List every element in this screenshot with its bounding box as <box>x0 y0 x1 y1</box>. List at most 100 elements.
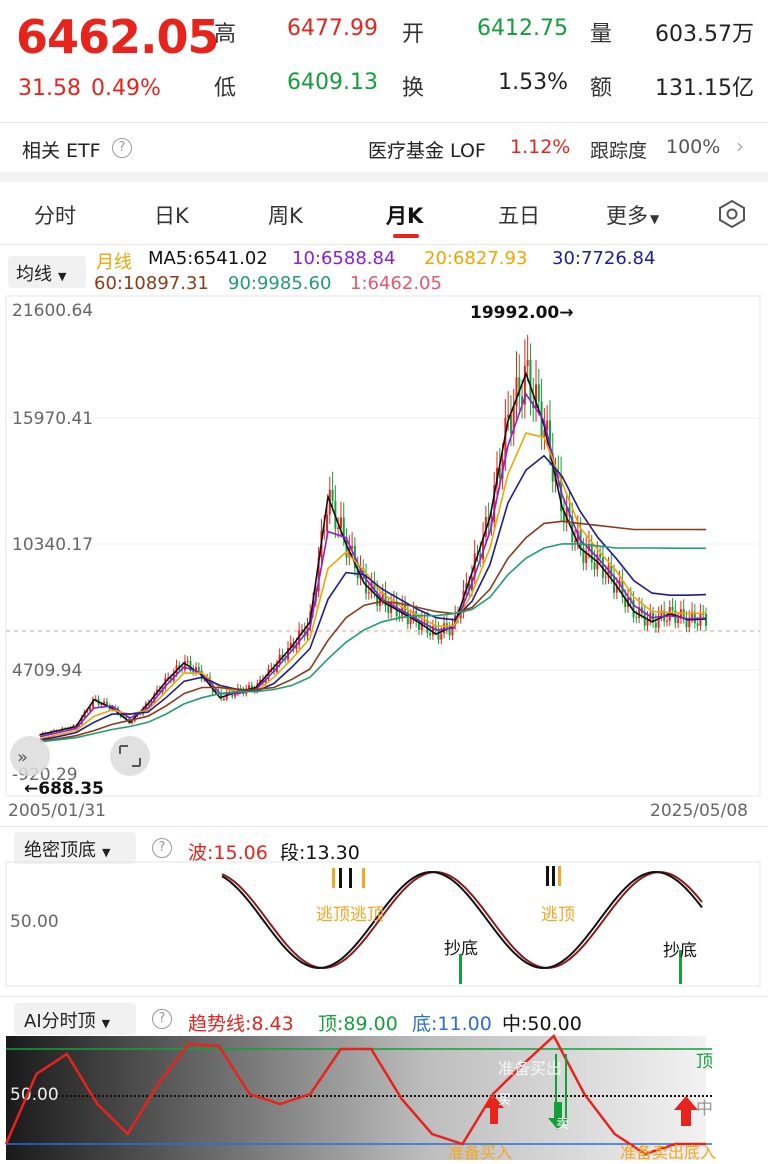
bottom-label: 抄底 <box>444 939 478 959</box>
candle-body <box>86 711 89 713</box>
monthly-k-chart[interactable]: 21600.64 15970.41 10340.17 4709.94 -920.… <box>0 294 768 824</box>
tab-daily-k[interactable]: 日K <box>154 204 189 228</box>
candle-body <box>509 414 512 434</box>
indicator1-selector[interactable]: 绝密顶底 ▼ <box>14 832 136 864</box>
candle-body <box>624 597 627 607</box>
start-date-label: 2005/01/31 <box>8 801 106 821</box>
open-value: 6412.75 <box>477 16 568 41</box>
tab-more[interactable]: 更多 ▼ <box>606 200 659 230</box>
ma20-value: 20:6827.93 <box>424 248 528 269</box>
candle-body <box>691 612 694 618</box>
change-percent: 0.49% <box>90 76 161 101</box>
divider <box>0 122 768 123</box>
candle-body <box>593 562 596 570</box>
candle-body <box>423 619 426 622</box>
candle-body <box>412 611 415 619</box>
signal-bar <box>546 866 549 886</box>
open-label: 开 <box>402 22 425 47</box>
top-tag: 顶 <box>696 1052 713 1072</box>
candles-group <box>39 334 707 736</box>
candle-body <box>635 617 638 619</box>
candle-body <box>585 550 588 563</box>
tab-five-day[interactable]: 五日 <box>498 204 540 228</box>
signal-bar <box>349 868 352 888</box>
candle-body <box>331 489 334 501</box>
candle-body <box>479 554 482 560</box>
candle-body <box>222 699 225 701</box>
ma-selector[interactable]: 均线 ▼ <box>8 256 86 288</box>
candle-body <box>103 701 106 704</box>
tab-intraday[interactable]: 分时 <box>34 204 76 228</box>
candle-body <box>482 536 485 560</box>
candle-body <box>381 592 384 599</box>
low-value: 6409.13 <box>287 70 378 95</box>
candle-body <box>574 540 577 543</box>
caret-down-icon: ▼ <box>650 212 660 226</box>
candle-body <box>705 614 707 626</box>
candle-body <box>264 678 267 684</box>
candle-body <box>537 384 540 402</box>
indicator2-selector[interactable]: AI分时顶 ▼ <box>14 1003 136 1035</box>
tracking-value: 100% <box>666 136 721 158</box>
candle-body <box>395 601 398 617</box>
tab-more-label: 更多 <box>606 204 648 228</box>
candle-body <box>367 592 370 594</box>
candle-body <box>247 685 250 690</box>
chevron-right-icon[interactable]: › <box>736 134 744 158</box>
ma5-value: MA5:6541.02 <box>148 248 268 269</box>
divider <box>0 996 768 997</box>
sell-tag: 卖 <box>556 1117 569 1132</box>
amount-label: 额 <box>590 76 613 101</box>
top-value: 顶:89.00 <box>318 1013 398 1035</box>
settings-hexagon-icon[interactable] <box>716 198 748 230</box>
candle-body <box>169 677 172 681</box>
candle-body <box>629 597 632 600</box>
etf-row[interactable]: 相关 ETF ? 医疗基金 LOF 1.12% 跟踪度 100% › <box>0 124 768 172</box>
candle-body <box>498 467 501 479</box>
ma10-value: 10:6588.84 <box>292 248 396 269</box>
candle-body <box>105 701 108 706</box>
candle-body <box>183 661 186 670</box>
volume-value: 603.57万 <box>655 22 754 47</box>
candle-body <box>69 727 72 730</box>
high-value: 6477.99 <box>287 16 378 41</box>
candle-body <box>39 734 41 736</box>
help-icon[interactable]: ? <box>152 838 172 858</box>
tab-weekly-k[interactable]: 周K <box>268 204 303 228</box>
help-icon[interactable]: ? <box>112 138 132 158</box>
candle-body <box>362 568 365 575</box>
signal-bar <box>459 954 462 984</box>
buy-arrow-icon <box>484 1096 504 1124</box>
candle-body <box>348 548 351 558</box>
ma-series-label: 月线 <box>96 252 132 273</box>
candle-body <box>345 537 348 558</box>
signal-bar <box>332 868 335 888</box>
candle-body <box>220 692 223 700</box>
candle-body <box>409 618 412 625</box>
candle-body <box>599 554 602 558</box>
candle-body <box>197 667 200 671</box>
candle-body <box>231 692 234 697</box>
candle-body <box>189 660 192 671</box>
candle-body <box>688 617 691 628</box>
candle-body <box>518 377 521 397</box>
etf-fund-name[interactable]: 医疗基金 LOF <box>368 140 486 162</box>
candle-body <box>312 601 315 612</box>
candle-body <box>702 613 705 615</box>
candle-body <box>615 585 618 593</box>
chart-frame <box>5 861 761 987</box>
ma-line-60 <box>39 520 707 742</box>
ma-line-90 <box>39 543 706 743</box>
price-change: 31.58 0.49% <box>18 76 171 101</box>
y-tick-label: 15970.41 <box>12 409 93 429</box>
candle-body <box>295 644 298 649</box>
candle-body <box>535 384 538 408</box>
candle-body <box>125 715 128 719</box>
divider <box>0 826 768 827</box>
help-icon[interactable]: ? <box>152 1009 172 1029</box>
candle-body <box>459 612 462 619</box>
signal-bar <box>679 950 682 984</box>
tab-monthly-k[interactable]: 月K <box>386 204 424 228</box>
ma-lines-group <box>39 371 707 743</box>
candle-body <box>657 615 660 628</box>
